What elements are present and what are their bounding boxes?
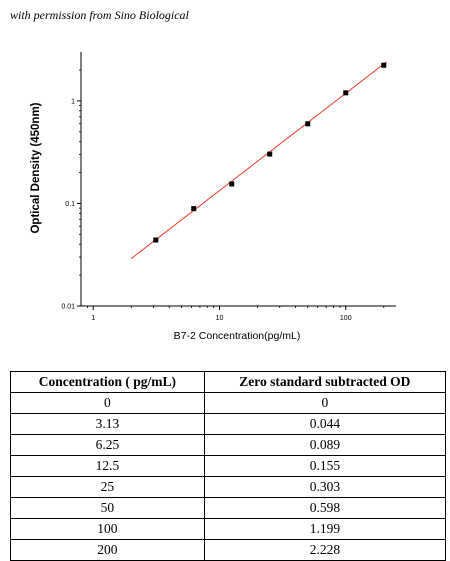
x-axis-label: B7-2 Concentration(pg/mL) <box>173 330 301 342</box>
cell-od: 0 <box>203 392 447 414</box>
table-row: 3.13 0.044 <box>10 413 447 435</box>
x-tick-label: 10 <box>216 315 224 322</box>
cell-concentration: 200 <box>10 539 205 561</box>
table-row: 50 0.598 <box>10 497 447 519</box>
standard-curve-chart: 0.01 0.1 1 1 10 100 <box>61 52 396 322</box>
table-row: 12.5 0.155 <box>10 455 447 477</box>
table-row: 200 2.228 <box>10 539 447 561</box>
cell-od: 0.155 <box>203 455 447 477</box>
y-tick-label: 0.01 <box>61 304 75 311</box>
x-tick-label: 1 <box>91 315 95 322</box>
cell-od: 1.199 <box>203 518 447 540</box>
permission-credit: with permission from Sino Biological <box>10 8 189 22</box>
cell-concentration: 3.13 <box>10 413 205 435</box>
cell-concentration: 50 <box>10 497 205 519</box>
cell-concentration: 12.5 <box>10 455 205 477</box>
x-tick-label: 100 <box>340 315 352 322</box>
header-od: Zero standard subtracted OD <box>203 371 447 393</box>
cell-od: 0.598 <box>203 497 447 519</box>
data-point <box>381 62 387 68</box>
cell-concentration: 0 <box>10 392 205 414</box>
cell-od: 2.228 <box>203 539 447 561</box>
cell-od: 0.089 <box>203 434 447 456</box>
y-axis-label: Optical Density (450nm) <box>30 102 42 234</box>
cell-concentration: 100 <box>10 518 205 540</box>
y-tick-label: 0.1 <box>65 201 75 208</box>
cell-od: 0.303 <box>203 476 447 498</box>
table-header-row: Concentration ( pg/mL) Zero standard sub… <box>10 371 447 393</box>
table-row: 6.25 0.089 <box>10 434 447 456</box>
data-point <box>267 151 273 157</box>
cell-concentration: 6.25 <box>10 434 205 456</box>
table-row: 100 1.199 <box>10 518 447 540</box>
data-point <box>343 90 349 96</box>
data-point <box>191 206 197 212</box>
data-point <box>305 121 311 127</box>
standard-table: Concentration ( pg/mL) Zero standard sub… <box>10 371 447 561</box>
y-tick-label: 1 <box>71 98 75 105</box>
header-concentration: Concentration ( pg/mL) <box>10 371 205 393</box>
data-point <box>153 237 159 243</box>
cell-concentration: 25 <box>10 476 205 498</box>
cell-od: 0.044 <box>203 413 447 435</box>
data-point <box>229 181 235 187</box>
table-row: 25 0.303 <box>10 476 447 498</box>
